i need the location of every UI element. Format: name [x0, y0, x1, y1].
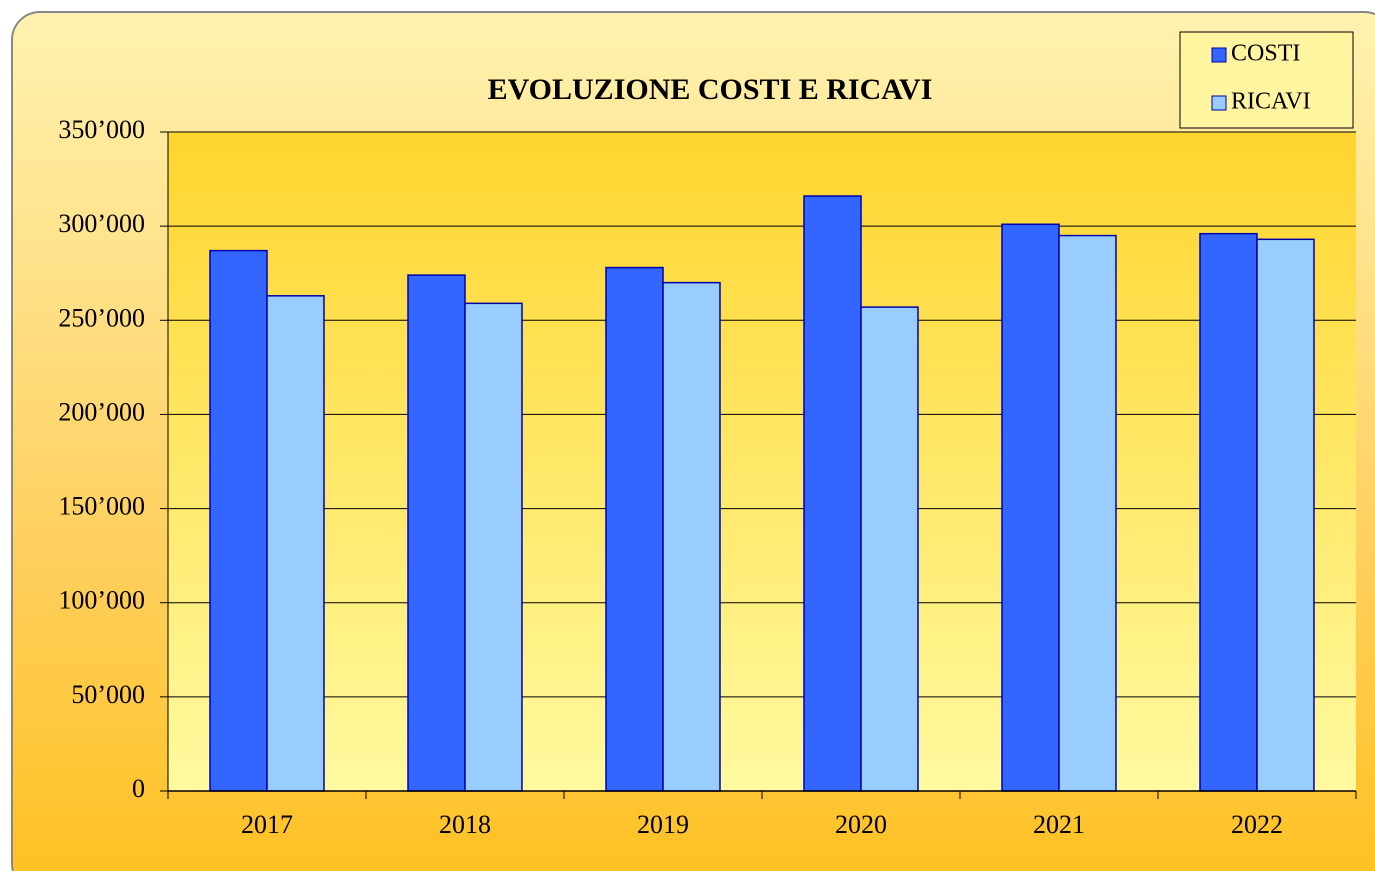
bar — [1001, 223, 1060, 792]
bar — [662, 281, 721, 792]
bar — [1058, 234, 1117, 792]
legend-label: RICAVI — [1231, 89, 1311, 115]
x-tick-label: 2021 — [1033, 810, 1085, 839]
x-tick-label: 2017 — [241, 810, 293, 839]
legend-label: COSTI — [1231, 41, 1300, 67]
bar — [266, 295, 325, 792]
plot-area — [168, 132, 1356, 791]
y-tick-label: 50’000 — [71, 680, 145, 709]
y-tick-label: 250’000 — [58, 303, 145, 332]
y-tick-label: 350’000 — [58, 115, 145, 144]
bar — [209, 249, 268, 792]
bar — [1199, 232, 1258, 792]
x-tick-label: 2019 — [637, 810, 689, 839]
bar — [407, 274, 466, 792]
bar — [1256, 238, 1315, 792]
chart-title: EVOLUZIONE COSTI E RICAVI — [488, 73, 933, 106]
y-tick-label: 100’000 — [58, 586, 145, 615]
bar — [803, 195, 862, 792]
y-tick-label: 150’000 — [58, 492, 145, 521]
y-tick-label: 200’000 — [58, 397, 145, 426]
y-tick-label: 300’000 — [58, 209, 145, 238]
x-tick-label: 2018 — [439, 810, 491, 839]
y-tick-label: 0 — [132, 774, 145, 803]
legend-swatch — [1211, 95, 1227, 111]
x-tick-label: 2022 — [1231, 810, 1283, 839]
legend-box — [1179, 31, 1354, 129]
bar — [860, 306, 919, 792]
bar — [464, 302, 523, 792]
bar — [605, 266, 664, 792]
x-tick-label: 2020 — [835, 810, 887, 839]
legend-swatch — [1211, 47, 1227, 63]
